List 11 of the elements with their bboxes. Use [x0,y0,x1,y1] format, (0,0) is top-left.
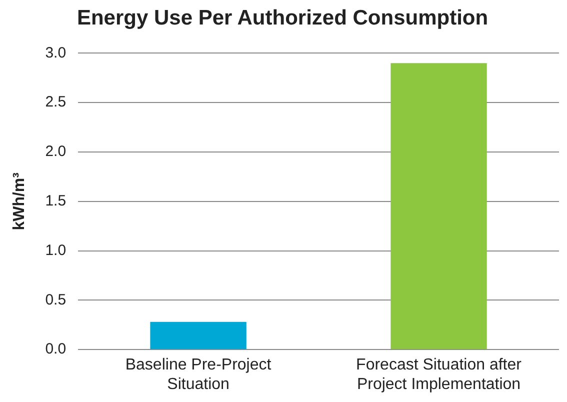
y-tick-label: 1.5 [45,192,66,210]
chart-title: Energy Use Per Authorized Consumption [76,6,488,30]
y-tick-label: 0.0 [45,340,66,358]
x-tick-label: Baseline Pre-Project Situation [125,356,272,393]
y-tick-label: 2.5 [45,94,66,111]
y-tick-label: 3.0 [45,44,66,62]
x-tick-label: Forecast Situation after Project Implementation [356,356,522,393]
y-tick-label: 0.5 [45,291,66,308]
y-tick-label: 1.0 [45,242,66,259]
y-tick-label: 2.0 [45,143,66,160]
y-axis-title: kWh/m³ [11,172,28,230]
